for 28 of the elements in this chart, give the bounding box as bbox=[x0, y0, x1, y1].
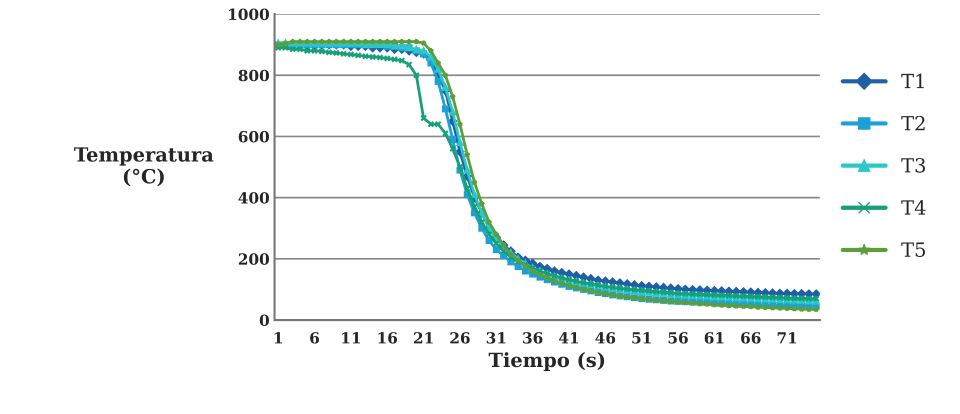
x-tick-label: 21 bbox=[414, 332, 433, 344]
x-tick-label: 41 bbox=[559, 332, 578, 344]
legend-label: T2 bbox=[901, 116, 925, 130]
y-tick-label: 600 bbox=[238, 130, 269, 142]
x-tick-label: 1 bbox=[274, 332, 282, 344]
x-tick-label: 56 bbox=[668, 332, 688, 344]
x-tick-label: 36 bbox=[523, 332, 542, 344]
y-tick-label: 0 bbox=[260, 314, 269, 326]
x-tick-label: 26 bbox=[450, 332, 470, 344]
y-axis-title: Temperatura (°C) bbox=[74, 147, 214, 186]
x-tick-label: 11 bbox=[342, 332, 360, 344]
legend-label: T4 bbox=[901, 200, 926, 215]
x-tick-label: 16 bbox=[378, 332, 398, 344]
x-tick-label: 46 bbox=[595, 332, 616, 344]
x-tick-label: 71 bbox=[778, 332, 796, 344]
y-tick-label: 800 bbox=[238, 70, 269, 82]
y-tick-label: 400 bbox=[238, 192, 269, 204]
x-tick-label: 66 bbox=[741, 332, 761, 344]
legend-label: T5 bbox=[901, 242, 925, 257]
legend-label: T1 bbox=[901, 74, 924, 88]
x-tick-label: 6 bbox=[310, 332, 320, 344]
y-tick-label: 200 bbox=[238, 253, 269, 265]
x-tick-label: 31 bbox=[486, 332, 506, 344]
legend-label: T3 bbox=[901, 158, 926, 173]
x-tick-label: 61 bbox=[704, 332, 724, 344]
x-axis-title: Tiempo (s) bbox=[488, 352, 604, 371]
x-tick-label: 51 bbox=[632, 332, 651, 344]
y-tick-label: 1000 bbox=[229, 8, 269, 20]
